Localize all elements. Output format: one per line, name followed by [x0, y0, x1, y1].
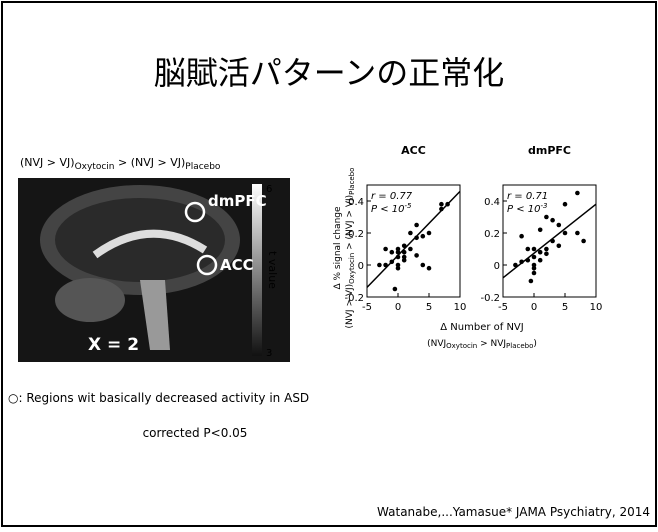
y-tick-label: 0: [358, 261, 364, 272]
point: [402, 258, 407, 263]
point: [439, 202, 444, 207]
point: [396, 266, 401, 271]
point: [526, 247, 531, 252]
stat-p: P < 10: [507, 204, 541, 215]
x-axis-label: Δ Number of NVJ: [440, 322, 523, 333]
stat-r: r = 0.71: [507, 191, 548, 202]
y-tick-label: 0.4: [484, 197, 500, 208]
caption-sub: Oxytocin: [75, 162, 115, 172]
point: [377, 263, 382, 268]
y-axis-label: Δ % signal change: [333, 206, 343, 289]
point: [421, 263, 426, 268]
point: [396, 250, 401, 255]
point: [513, 263, 518, 268]
stat-r: r = 0.77: [371, 191, 413, 202]
x-tick-label: 0: [395, 302, 401, 313]
colorbar-label: t value: [266, 251, 279, 289]
point: [402, 250, 407, 255]
brain-label: ACC: [220, 256, 254, 274]
label-sub: Placebo: [506, 342, 533, 350]
legend-text: ○: Regions wit basically decreased activ…: [8, 391, 309, 405]
label-part: (NVJ > VJ): [345, 284, 355, 329]
point: [414, 236, 419, 241]
point: [445, 202, 450, 207]
stats: r = 0.71: [507, 191, 548, 202]
point: [390, 250, 395, 255]
note: corrected P<0.05: [143, 426, 248, 440]
x-tick-label: 10: [454, 302, 467, 313]
brain-label: dmPFC: [208, 192, 267, 210]
point: [390, 260, 395, 265]
point: [581, 239, 586, 244]
slide-title: 脳賦活パターンの正常化: [154, 54, 504, 92]
x-tick-label: -5: [362, 302, 372, 313]
citation: Watanabe,...Yamasue* JAMA Psychiatry, 20…: [377, 505, 650, 519]
label-sub: Oxytocin: [348, 253, 356, 284]
y-tick-label: 0.4: [348, 197, 364, 208]
point: [544, 215, 549, 220]
y-tick-label: 0.2: [348, 229, 364, 240]
chart-title: ACC: [401, 144, 426, 157]
label-part: (NVJ: [427, 339, 446, 349]
slide: 脳賦活パターンの正常化 (NVJ > VJ)Oxytocin > (NVJ > …: [0, 0, 658, 528]
label-sub: Placebo: [348, 168, 356, 195]
point: [439, 207, 444, 212]
point: [557, 223, 562, 228]
point: [575, 191, 580, 196]
point: [550, 239, 555, 244]
label-part: ): [533, 339, 537, 349]
caption-part: > (NVJ > VJ): [115, 156, 186, 169]
point: [532, 255, 537, 260]
point: [538, 228, 543, 233]
point: [532, 271, 537, 276]
point: [557, 244, 562, 249]
point: [538, 258, 543, 263]
x-tick-label: -5: [498, 302, 508, 313]
point: [529, 279, 534, 284]
brain-label: X = 2: [88, 335, 139, 355]
stat-exp: -3: [541, 202, 548, 210]
point: [519, 260, 524, 265]
x-tick-label: 5: [426, 302, 432, 313]
x-tick-label: 5: [562, 302, 568, 313]
y-tick-label: 0.2: [484, 229, 500, 240]
point: [383, 247, 388, 252]
point: [532, 266, 537, 271]
caption-part: (NVJ > VJ): [20, 156, 75, 169]
point: [402, 244, 407, 249]
point: [538, 250, 543, 255]
chart-title: dmPFC: [528, 144, 571, 157]
point: [383, 263, 388, 268]
caption-sub: Placebo: [185, 162, 221, 172]
point: [393, 287, 398, 292]
stat-p: P < 10: [371, 204, 405, 215]
point: [550, 218, 555, 223]
point: [414, 223, 419, 228]
point: [519, 234, 524, 239]
x-tick-label: 10: [590, 302, 603, 313]
point: [408, 231, 413, 236]
point: [532, 247, 537, 252]
y-tick-label: 0: [494, 261, 500, 272]
point: [544, 252, 549, 257]
colorbar-min: 3: [266, 348, 272, 359]
point: [575, 231, 580, 236]
point: [414, 253, 419, 258]
colorbar-max: 6: [266, 184, 272, 195]
point: [427, 231, 432, 236]
point: [544, 247, 549, 252]
point: [421, 234, 426, 239]
x-tick-label: 0: [531, 302, 537, 313]
label-sub: Oxytocin: [446, 342, 477, 350]
stats: r = 0.77: [371, 191, 413, 202]
point: [563, 202, 568, 207]
label-part: > NVJ: [477, 339, 506, 349]
point: [427, 266, 432, 271]
point: [408, 247, 413, 252]
stat-exp: -5: [405, 202, 413, 210]
point: [396, 255, 401, 260]
point: [526, 258, 531, 263]
point: [563, 231, 568, 236]
